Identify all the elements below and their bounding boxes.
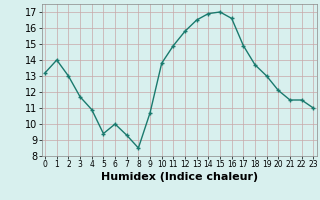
X-axis label: Humidex (Indice chaleur): Humidex (Indice chaleur) xyxy=(100,172,258,182)
